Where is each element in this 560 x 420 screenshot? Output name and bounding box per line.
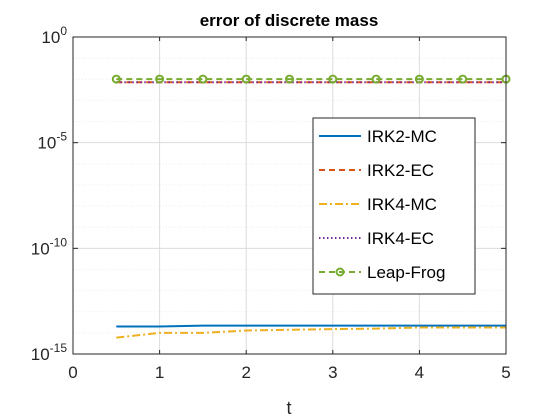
- y-tick-base: 10: [31, 345, 50, 364]
- legend-label: IRK2-MC: [367, 127, 437, 146]
- legend-label: IRK2-EC: [367, 161, 434, 180]
- legend: IRK2-MC IRK2-EC IRK4-MC IRK4-EC Leap-Frog: [312, 117, 476, 295]
- y-tick-exponent: 0: [60, 24, 67, 38]
- y-tick-label: 100: [41, 24, 67, 47]
- data-point: [414, 74, 424, 84]
- x-tick-label: 4: [415, 363, 424, 382]
- plot-frame: [72, 36, 507, 355]
- legend-box: [312, 117, 476, 295]
- y-tick-base: 10: [37, 134, 56, 153]
- legend-label: IRK4-EC: [367, 229, 434, 248]
- x-tick-label: 2: [241, 363, 250, 382]
- y-tick-exponent: -5: [56, 130, 67, 144]
- x-tick-label: 1: [155, 363, 164, 382]
- data-point: [458, 74, 468, 84]
- legend-marker: [335, 267, 345, 277]
- y-tick-label: 10-5: [37, 130, 67, 153]
- series-line: [116, 324, 506, 328]
- y-tick-exponent: -15: [50, 341, 68, 355]
- tick-marks: [72, 36, 507, 355]
- x-tick-label: 3: [328, 363, 337, 382]
- data-point: [241, 74, 251, 84]
- x-tick-label: 0: [68, 363, 77, 382]
- x-axis-label: t: [286, 398, 291, 418]
- data-point: [198, 74, 208, 84]
- data-point: [155, 74, 165, 84]
- legend-label: IRK4-MC: [367, 195, 437, 214]
- y-tick-label: 10-15: [31, 341, 68, 364]
- series-line: [116, 326, 506, 339]
- series-lines: [111, 74, 511, 339]
- chart-title: error of discrete mass: [200, 11, 379, 30]
- y-tick-base: 10: [41, 28, 60, 47]
- data-point: [285, 74, 294, 84]
- legend-label: Leap-Frog: [367, 263, 445, 282]
- x-tick-label: 5: [501, 363, 510, 382]
- data-point: [111, 74, 121, 84]
- y-tick-base: 10: [31, 239, 50, 258]
- data-point: [328, 74, 338, 84]
- y-tick-label: 10-10: [31, 235, 68, 258]
- data-point: [371, 74, 381, 84]
- y-tick-exponent: -10: [50, 235, 68, 249]
